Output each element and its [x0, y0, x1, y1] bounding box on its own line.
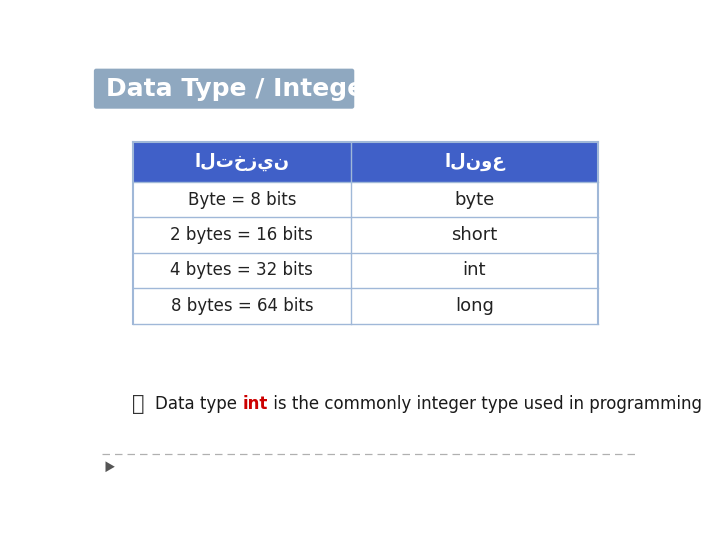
- Polygon shape: [106, 461, 114, 472]
- Text: byte: byte: [454, 191, 495, 208]
- FancyBboxPatch shape: [94, 69, 354, 109]
- Bar: [132, 182, 598, 217]
- Text: 8 bytes = 64 bits: 8 bytes = 64 bits: [171, 297, 313, 315]
- Bar: [132, 217, 598, 253]
- Text: Byte = 8 bits: Byte = 8 bits: [188, 191, 296, 208]
- Bar: [132, 142, 598, 182]
- Text: النوع: النوع: [444, 153, 505, 171]
- Text: ⧖: ⧖: [132, 394, 144, 414]
- Text: short: short: [451, 226, 498, 244]
- Text: 2 bytes = 16 bits: 2 bytes = 16 bits: [171, 226, 313, 244]
- Bar: [132, 288, 598, 323]
- Text: long: long: [455, 297, 494, 315]
- Text: Data Type / Integer: Data Type / Integer: [106, 77, 376, 100]
- Text: التخزين: التخزين: [194, 153, 289, 171]
- Text: is the commonly integer type used in programming: is the commonly integer type used in pro…: [268, 395, 702, 413]
- Text: int: int: [243, 395, 268, 413]
- Text: Data type: Data type: [155, 395, 243, 413]
- Bar: [132, 253, 598, 288]
- Text: 4 bytes = 32 bits: 4 bytes = 32 bits: [171, 261, 313, 279]
- Text: int: int: [463, 261, 486, 279]
